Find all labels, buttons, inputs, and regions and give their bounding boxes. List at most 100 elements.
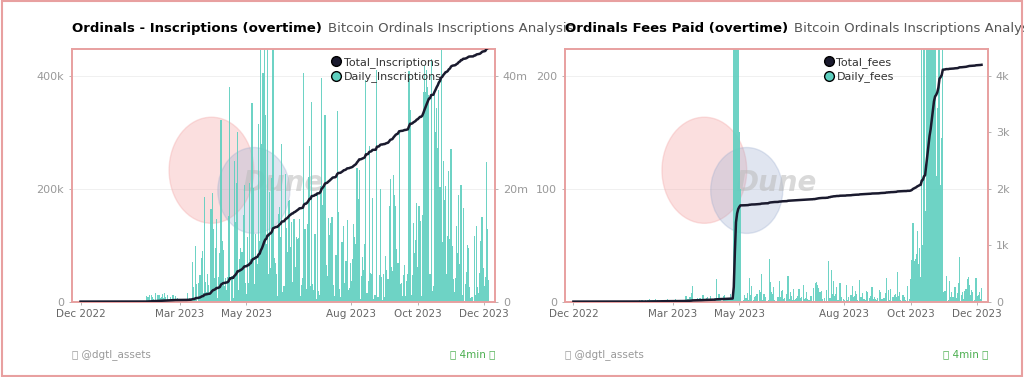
Bar <box>187 293 188 302</box>
Bar <box>653 300 654 302</box>
Bar <box>785 301 786 302</box>
Bar <box>836 287 838 302</box>
Bar <box>861 293 862 302</box>
Bar <box>865 300 866 302</box>
Bar <box>328 219 329 302</box>
Bar <box>206 291 207 302</box>
Bar <box>333 285 335 302</box>
Bar <box>683 300 685 302</box>
Bar <box>786 294 787 302</box>
Bar <box>674 300 675 302</box>
Bar <box>310 286 311 302</box>
Bar <box>642 301 644 302</box>
Bar <box>174 300 175 302</box>
Bar <box>895 294 896 302</box>
Bar <box>221 241 222 302</box>
Bar <box>859 280 860 302</box>
Bar <box>488 280 489 302</box>
Bar <box>725 299 727 302</box>
Bar <box>254 284 255 302</box>
Bar <box>356 168 357 302</box>
Bar <box>351 282 352 302</box>
Text: 📷 4min ✅: 📷 4min ✅ <box>943 349 988 360</box>
Bar <box>165 297 166 302</box>
Bar <box>803 285 804 302</box>
Bar <box>198 300 199 302</box>
Bar <box>300 296 301 302</box>
Bar <box>219 253 220 302</box>
Bar <box>331 217 332 302</box>
Bar <box>203 293 204 302</box>
Bar <box>796 299 797 302</box>
Bar <box>314 234 315 302</box>
Bar <box>307 224 308 302</box>
Bar <box>964 299 965 302</box>
Bar <box>944 291 945 302</box>
Bar <box>396 249 397 302</box>
Bar <box>764 294 765 302</box>
Bar <box>778 280 779 302</box>
Bar <box>696 298 697 302</box>
Bar <box>487 229 488 302</box>
Bar <box>478 293 479 302</box>
Bar <box>839 300 840 302</box>
Bar <box>276 296 278 302</box>
Bar <box>358 170 359 302</box>
Bar <box>194 298 195 302</box>
Bar <box>280 207 281 302</box>
Bar <box>889 300 890 302</box>
Bar <box>482 268 483 302</box>
Bar <box>404 265 406 302</box>
Bar <box>419 207 420 302</box>
Bar <box>835 294 836 302</box>
Bar <box>291 222 292 302</box>
Bar <box>815 284 816 302</box>
Bar <box>744 295 745 302</box>
Bar <box>925 211 926 302</box>
Bar <box>829 298 830 302</box>
Bar <box>840 284 841 302</box>
Bar <box>430 60 432 302</box>
Bar <box>959 301 962 302</box>
Bar <box>869 298 870 302</box>
Bar <box>467 245 468 302</box>
Legend: Total_Inscriptions, Daily_Inscriptions: Total_Inscriptions, Daily_Inscriptions <box>332 55 443 85</box>
Bar <box>380 189 381 302</box>
Bar <box>449 171 450 302</box>
Bar <box>176 301 177 302</box>
Bar <box>297 239 298 302</box>
Text: 🔵 @dgtl_assets: 🔵 @dgtl_assets <box>564 349 643 360</box>
Bar <box>743 300 744 302</box>
Bar <box>218 277 219 302</box>
Bar <box>807 299 808 302</box>
Bar <box>315 299 316 302</box>
Bar <box>731 299 732 302</box>
Bar <box>475 295 476 302</box>
Bar <box>828 261 829 302</box>
Bar <box>792 300 793 302</box>
Bar <box>390 179 391 302</box>
Bar <box>463 208 464 302</box>
Bar <box>641 300 642 302</box>
Bar <box>248 283 249 302</box>
Bar <box>941 138 942 302</box>
Bar <box>843 299 844 302</box>
Bar <box>711 300 713 302</box>
Bar <box>470 298 471 302</box>
Bar <box>882 299 883 302</box>
Bar <box>783 299 784 302</box>
Bar <box>282 144 283 302</box>
Bar <box>817 285 818 302</box>
Bar <box>154 301 156 302</box>
Bar <box>860 297 861 302</box>
Bar <box>856 294 857 302</box>
Bar <box>418 267 419 302</box>
Bar <box>360 276 362 302</box>
Bar <box>290 247 291 302</box>
Bar <box>342 242 343 302</box>
Bar <box>399 284 400 302</box>
Bar <box>465 284 466 302</box>
Bar <box>970 295 971 302</box>
Bar <box>270 268 271 302</box>
Bar <box>780 291 782 302</box>
